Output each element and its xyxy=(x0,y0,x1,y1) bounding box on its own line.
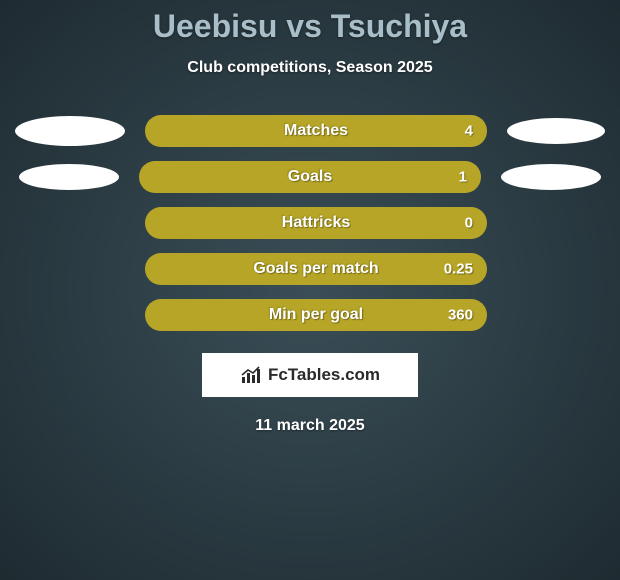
stat-bar: Goals per match 0.25 xyxy=(145,253,487,285)
subtitle: Club competitions, Season 2025 xyxy=(187,59,432,77)
stat-row: Matches 4 xyxy=(0,115,620,147)
stat-label: Matches xyxy=(284,122,348,140)
logo-box: FcTables.com xyxy=(202,353,418,397)
side-ellipse xyxy=(507,118,605,144)
stat-row: Goals per match 0.25 xyxy=(0,253,620,285)
stat-row: Min per goal 360 xyxy=(0,299,620,331)
stat-bar: Matches 4 xyxy=(145,115,487,147)
stat-row: Hattricks 0 xyxy=(0,207,620,239)
stats-bars: Matches 4 Goals 1 Hattricks 0 Goals per match 0… xyxy=(0,115,620,331)
side-ellipse xyxy=(19,164,119,190)
side-ellipse xyxy=(15,116,125,146)
stat-value: 360 xyxy=(448,307,473,324)
date-text: 11 march 2025 xyxy=(255,417,364,435)
chart-icon xyxy=(240,365,262,385)
stat-label: Min per goal xyxy=(269,306,363,324)
page-title: Ueebisu vs Tsuchiya xyxy=(153,8,467,45)
infographic-root: Ueebisu vs Tsuchiya Club competitions, S… xyxy=(0,0,620,580)
stat-bar: Goals 1 xyxy=(139,161,481,193)
stat-bar: Hattricks 0 xyxy=(145,207,487,239)
stat-row: Goals 1 xyxy=(0,161,620,193)
stat-label: Goals xyxy=(288,168,332,186)
logo-text: FcTables.com xyxy=(268,365,380,385)
stat-value: 4 xyxy=(465,123,473,140)
stat-label: Goals per match xyxy=(253,260,378,278)
stat-value: 0 xyxy=(465,215,473,232)
stat-label: Hattricks xyxy=(282,214,350,232)
stat-value: 1 xyxy=(459,169,467,186)
stat-bar: Min per goal 360 xyxy=(145,299,487,331)
side-ellipse xyxy=(501,164,601,190)
stat-value: 0.25 xyxy=(444,261,473,278)
